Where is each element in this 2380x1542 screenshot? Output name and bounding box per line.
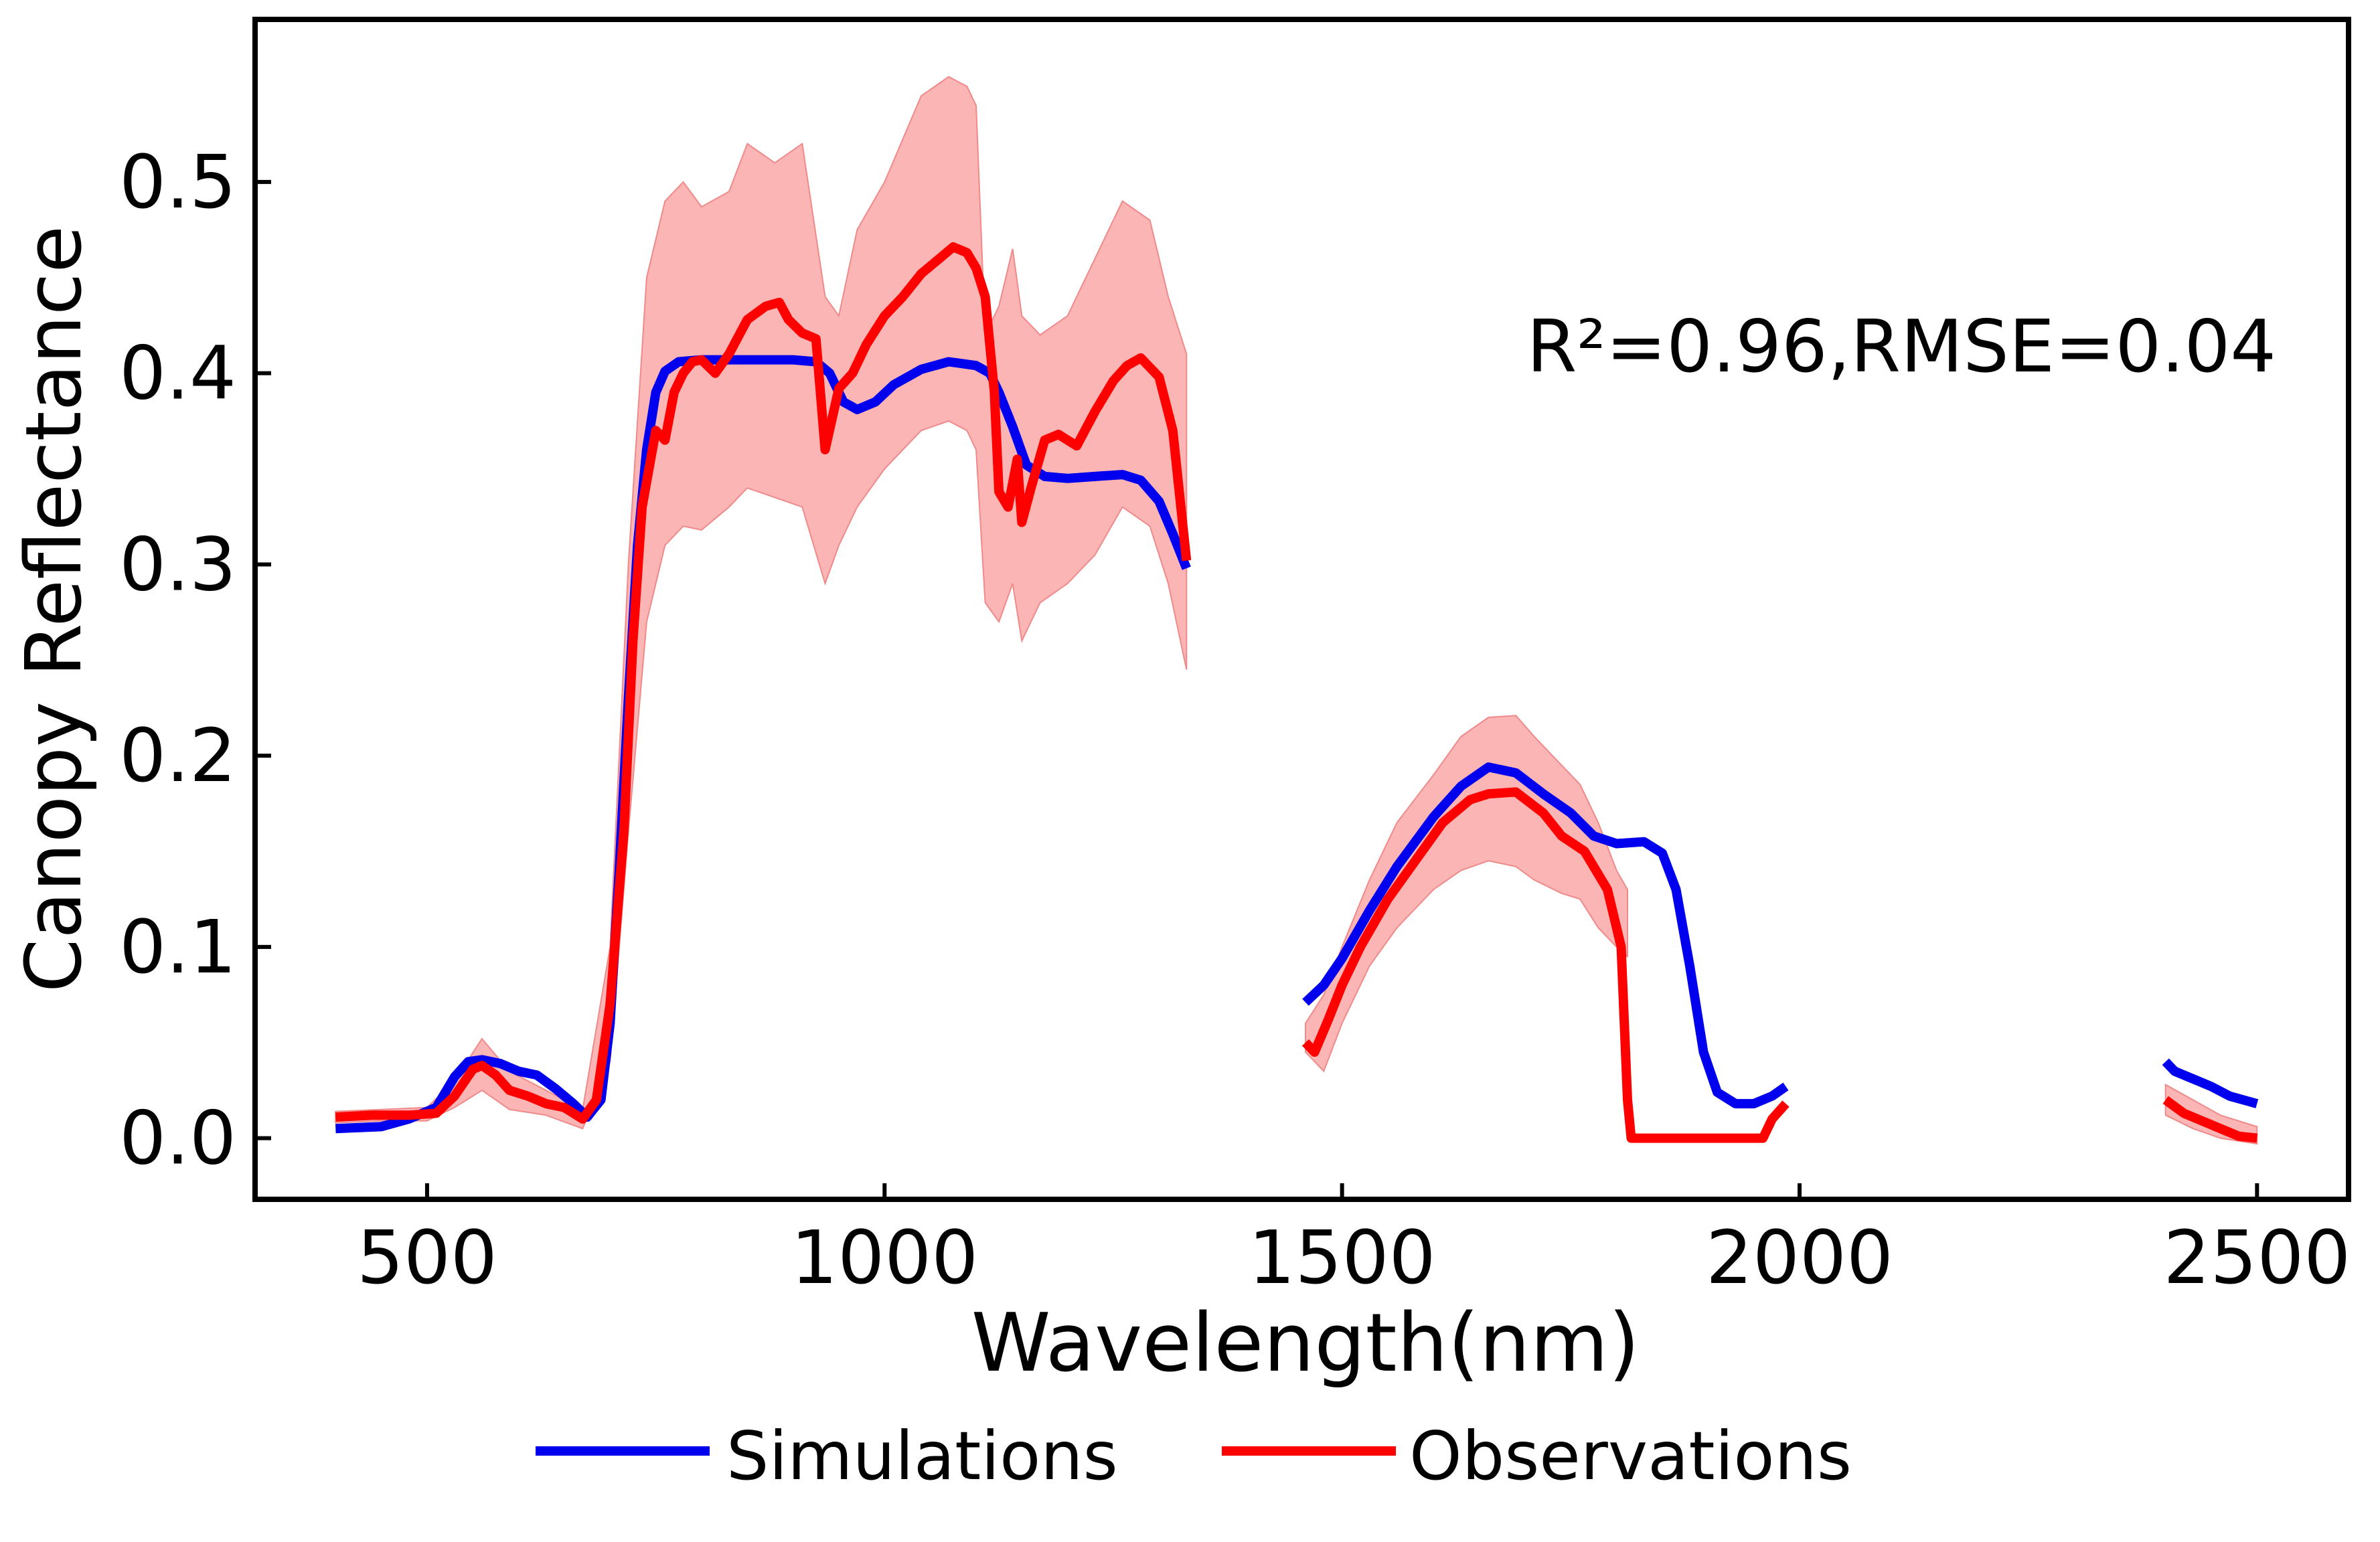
- plot-frame: [252, 17, 2351, 1202]
- y-tick-label: 0.3: [119, 521, 236, 607]
- y-tick-label: 0.4: [119, 331, 236, 416]
- legend-label-simulations: Simulations: [726, 1417, 1118, 1495]
- y-tick-label: 0.2: [119, 713, 236, 798]
- observation-range-band-2: [1305, 715, 1628, 1073]
- legend: Simulations Observations: [536, 1417, 1852, 1495]
- y-tick-label: 0.0: [119, 1096, 236, 1181]
- y-axis-label: Canopy Reflectance: [9, 226, 99, 993]
- series-lines: [335, 242, 2259, 1143]
- series-line-simulations-3: [2162, 1058, 2259, 1108]
- legend-label-observations: Observations: [1409, 1417, 1852, 1495]
- y-tick-label: 0.1: [119, 904, 236, 990]
- series-line-observations-2: [1301, 787, 1790, 1143]
- x-axis-ticks: 500 1000 1500 2000 2500: [357, 1183, 2351, 1300]
- series-line-simulations-2: [1302, 762, 1789, 1109]
- x-tick-label: 1000: [791, 1215, 978, 1300]
- observation-range-band-3: [2164, 1083, 2258, 1145]
- series-line-observations-1: [335, 242, 1192, 1124]
- metrics-annotation: R²=0.96,RMSE=0.04: [1526, 305, 2276, 389]
- observation-range-band-1: [335, 76, 1188, 1130]
- x-tick-label: 2500: [2163, 1215, 2351, 1300]
- y-axis-ticks: 0.0 0.1 0.2 0.3 0.4 0.5: [119, 139, 271, 1181]
- x-tick-label: 500: [357, 1215, 497, 1300]
- observation-range-bands: [335, 76, 2258, 1145]
- x-tick-label: 2000: [1706, 1215, 1893, 1300]
- x-tick-label: 1500: [1249, 1215, 1436, 1300]
- x-axis-label: Wavelength(nm): [971, 1297, 1640, 1390]
- series-line-observations-3: [2162, 1096, 2258, 1143]
- y-tick-label: 0.5: [119, 139, 236, 225]
